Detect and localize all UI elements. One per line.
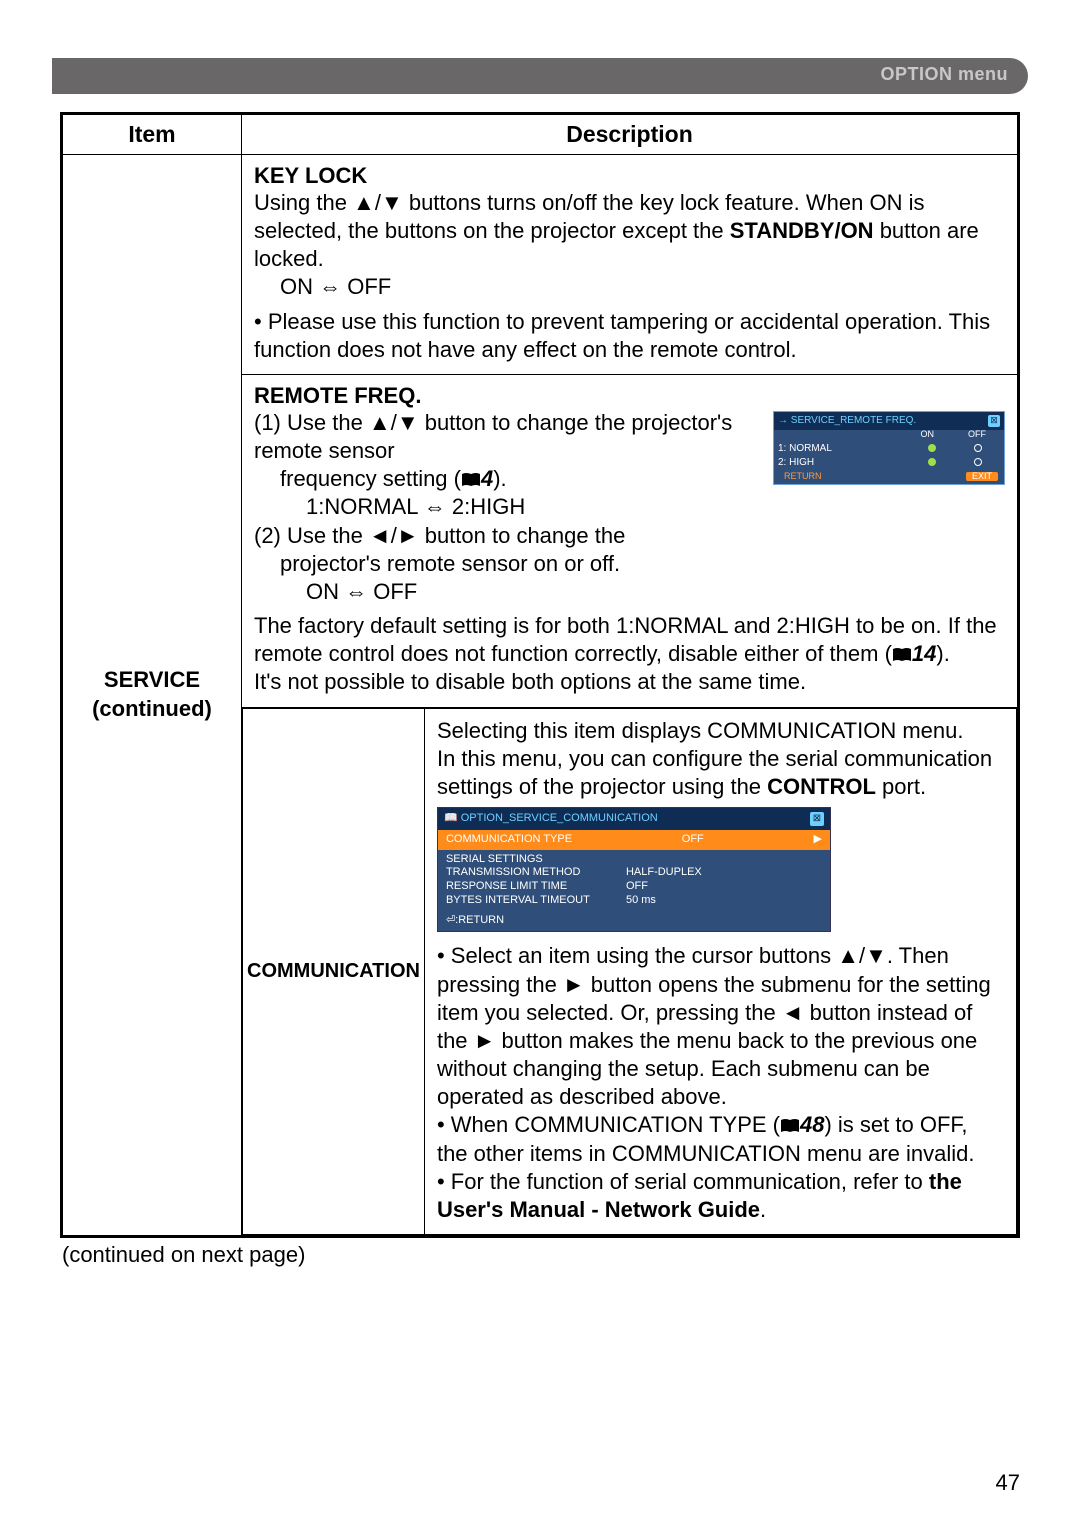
remote-osd: → SERVICE_REMOTE FREQ. ⊠ ON OFF 1: NORMA… [773,411,1005,485]
remote-l1c: 1:NORMAL ⇔ 2:HIGH [254,493,1005,521]
comm-intro-a: Selecting this item displays COMMUNICATI… [437,718,964,743]
comm-osd-r0k: SERIAL SETTINGS [446,853,626,867]
manual-ref-icon [780,1118,800,1134]
radio-on-icon [928,458,936,466]
keylock-standby-bold: STANDBY/ON [730,218,874,243]
comm-osd-r1k: TRANSMISSION METHOD [446,866,626,880]
comm-osd-r2v: OFF [626,880,648,894]
remote-l1b-ref: 4 [481,466,493,491]
remote-osd-col-off: OFF [968,430,986,439]
keylock-title: KEY LOCK [254,163,1005,189]
remote-l1b-a: frequency setting ( [280,466,461,491]
comm-intro: Selecting this item displays COMMUNICATI… [437,717,1004,801]
comm-b3b: . [760,1197,766,1222]
menu-header-label: OPTION menu [880,64,1008,85]
col-header-description: Description [242,114,1019,155]
comm-b2: • When COMMUNICATION TYPE (48) is set to… [437,1111,1004,1167]
remote-p2-ref: 14 [912,641,936,666]
comm-osd-breadcrumb: OPTION_SERVICE_COMMUNICATION [461,812,658,824]
keylock-toggle: ON ⇔ OFF [254,273,1005,301]
remote-p3: It's not possible to disable both option… [254,668,1005,696]
remote-osd-row2: 2: HIGH [778,458,814,468]
remote-osd-col-on: ON [921,430,935,439]
comm-b3a: • For the function of serial communicati… [437,1169,929,1194]
comm-b2-ref: 48 [800,1112,824,1137]
row-label-service: SERVICE (continued) [62,155,242,1237]
comm-osd-r1v: HALF-DUPLEX [626,866,702,880]
keylock-note: • Please use this function to prevent ta… [254,308,1005,364]
comm-b3: • For the function of serial communicati… [437,1168,1004,1224]
chevron-right-icon: ▶ [813,833,821,847]
communication-cell: COMMUNICATION Selecting this item displa… [242,707,1019,1237]
remotefreq-title: REMOTE FREQ. [254,383,1005,409]
communication-desc: Selecting this item displays COMMUNICATI… [424,708,1016,1235]
comm-osd-sel-label: COMMUNICATION TYPE [446,833,572,847]
keylock-cell: KEY LOCK Using the ▲/▼ buttons turns on/… [242,155,1019,375]
comm-osd-body: SERIAL SETTINGS TRANSMISSION METHODHALF-… [438,850,830,911]
menu-header-band: OPTION menu [52,58,1028,94]
row-label-line1: SERVICE [104,667,200,692]
radio-off-icon [974,444,982,452]
radio-off-icon [974,458,982,466]
comm-osd-sel-value: OFF [682,833,704,847]
comm-osd-r3v: 50 ms [626,894,656,908]
comm-osd-r3k: BYTES INTERVAL TIMEOUT [446,894,626,908]
remote-p2b: ). [936,641,949,666]
remote-osd-exit: EXIT [966,472,998,481]
comm-b2a: • When COMMUNICATION TYPE ( [437,1112,780,1137]
remote-osd-title: SERVICE_REMOTE FREQ. [791,415,916,426]
manual-ref-icon [892,647,912,663]
remote-p2: The factory default setting is for both … [254,612,1005,668]
keylock-body: Using the ▲/▼ buttons turns on/off the k… [254,189,1005,302]
remote-l1b-b: ). [493,466,506,491]
comm-b1: • Select an item using the cursor button… [437,942,1004,1111]
col-header-item: Item [62,114,242,155]
communication-osd: 📖 OPTION_SERVICE_COMMUNICATION ⊠ COMMUNI… [437,807,831,933]
close-icon: ⊠ [810,812,824,826]
row-label-line2: (continued) [92,696,212,721]
remote-l1: (1) Use the ▲/▼ button to change the pro… [254,410,732,463]
remotefreq-cell: REMOTE FREQ. → SERVICE_REMOTE FREQ. ⊠ ON… [242,374,1019,707]
page-number: 47 [996,1470,1020,1496]
radio-on-icon [928,444,936,452]
close-icon: ⊠ [988,415,1000,427]
remote-p2a: The factory default setting is for both … [254,613,997,666]
remote-osd-return: RETURN [784,472,822,481]
remote-osd-row1: 1: NORMAL [778,444,832,454]
option-service-table: Item Description SERVICE (continued) KEY… [60,112,1020,1238]
continued-note: (continued on next page) [62,1242,305,1268]
comm-osd-r2k: RESPONSE LIMIT TIME [446,880,626,894]
manual-ref-icon [461,472,481,488]
comm-intro-bold: CONTROL [767,774,876,799]
remote-l2: (2) Use the ◄/► button to change the [254,523,625,548]
remote-l2b: projector's remote sensor on or off. [254,550,1005,578]
communication-label: COMMUNICATION [243,708,425,1235]
comm-osd-return: ⏎:RETURN [438,911,830,932]
remote-l2c: ON ⇔ OFF [254,578,1005,606]
comm-intro-c: port. [876,774,926,799]
